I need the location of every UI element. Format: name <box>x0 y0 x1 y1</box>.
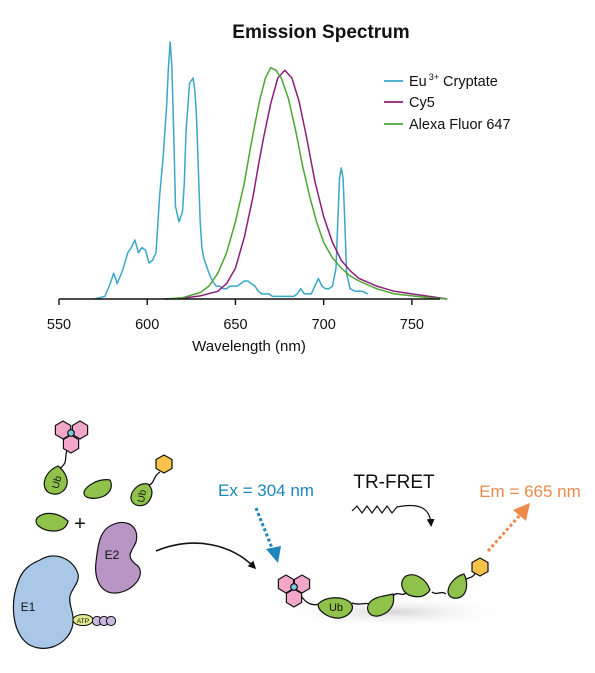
atp-molecule <box>72 614 117 627</box>
chain-linker-4 <box>431 591 447 595</box>
emission-arrow <box>486 514 522 552</box>
legend-eu-sup: 3+ <box>429 72 439 82</box>
ub-droplet-icon <box>367 593 395 617</box>
chain-shadow <box>275 596 515 628</box>
series-line-cy5 <box>164 69 448 300</box>
ub-droplet-icon <box>317 597 353 619</box>
legend: Eu 3+ Cryptate Cy5 Alexa Fluor 647 <box>384 72 511 133</box>
e1-enzyme <box>12 555 79 649</box>
ub-label-1: Ub <box>50 474 64 490</box>
hexagon-label-icon <box>155 454 173 474</box>
legend-item-cy5: Cy5 <box>384 95 435 111</box>
ub-label-2: Ub <box>329 602 343 614</box>
tr-fret-label: TR-FRET <box>353 472 435 493</box>
legend-eu-main: Eu <box>409 74 427 90</box>
tr-fret-assay-diagram: Ub Ub + E2 E1 ATP Ex = 304 <box>12 420 581 649</box>
x-ticks: 550 600 650 700 750 <box>47 299 424 333</box>
ub-droplet-icon <box>130 483 153 507</box>
emission-chart: Emission Spectrum 550 600 650 700 750 Wavele… <box>47 22 511 355</box>
fret-transfer-arrow <box>351 504 435 527</box>
legend-item-alexa-fluor-647: Alexa Fluor 647 <box>384 117 511 133</box>
e1-label: E1 <box>21 600 36 614</box>
chart-title: Emission Spectrum <box>232 22 409 43</box>
excitation-label: Ex = 304 nm <box>218 481 314 500</box>
emission-label: Em = 665 nm <box>479 482 581 501</box>
x-tick-label: 550 <box>47 317 71 333</box>
x-tick-label: 600 <box>135 317 159 333</box>
ub-droplet-icon <box>83 479 112 499</box>
linker-2 <box>146 471 161 487</box>
excitation-arrow <box>254 507 274 549</box>
legend-label-eu-cryptate: Eu 3+ Cryptate <box>409 72 498 90</box>
ub-droplet-icon <box>401 574 431 598</box>
x-axis-label: Wavelength (nm) <box>192 338 306 355</box>
excitation-arrowhead <box>266 546 281 563</box>
legend-label-cy5: Cy5 <box>409 95 435 111</box>
ub-droplet-icon <box>43 465 68 495</box>
series-line-alexa-fluor-647 <box>164 66 448 300</box>
x-tick-label: 650 <box>223 317 247 333</box>
series-layer <box>94 41 448 300</box>
atp-phosphate-3 <box>105 615 117 627</box>
ub-hexagon-conjugate: Ub <box>130 454 173 507</box>
x-tick-label: 700 <box>312 317 336 333</box>
flower-label-icon <box>54 420 89 454</box>
ub-flower-conjugate-1: Ub <box>43 420 89 495</box>
flower-label-icon <box>277 574 311 608</box>
ub-droplet-icon <box>35 512 69 532</box>
legend-item-eu-cryptate: Eu 3+ Cryptate <box>384 72 498 90</box>
plus-sign: + <box>74 513 86 535</box>
emission-arrowhead <box>513 503 530 521</box>
e2-label: E2 <box>105 548 120 562</box>
hexagon-label-icon <box>471 557 489 577</box>
atp-label: ATP <box>77 618 89 625</box>
legend-label-alexa-fluor-647: Alexa Fluor 647 <box>409 117 511 133</box>
reaction-arrow <box>155 542 257 570</box>
e2-enzyme <box>95 521 141 594</box>
series-line-eu-cryptate <box>94 41 369 300</box>
x-tick-label: 750 <box>400 317 424 333</box>
ubiquitin-chain-product: Ub <box>277 557 489 619</box>
legend-eu-rest: Cryptate <box>439 74 498 90</box>
ub-label-3: Ub <box>136 489 149 504</box>
ub-droplet-icon <box>447 573 468 599</box>
